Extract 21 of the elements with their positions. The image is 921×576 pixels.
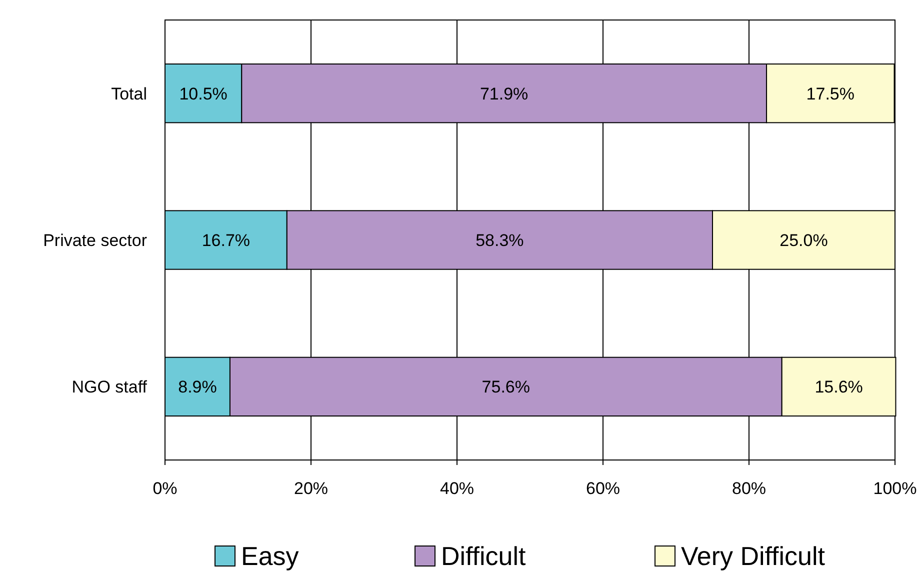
data-label: 71.9% bbox=[480, 84, 528, 104]
x-tick-label: 60% bbox=[586, 479, 620, 498]
data-label: 58.3% bbox=[476, 231, 524, 250]
data-label: 17.5% bbox=[806, 84, 854, 104]
y-tick-label: Private sector bbox=[43, 231, 148, 250]
data-label: 10.5% bbox=[179, 84, 228, 104]
data-label: 8.9% bbox=[178, 378, 217, 397]
y-tick-label: Total bbox=[111, 84, 147, 104]
data-label: 15.6% bbox=[814, 378, 863, 397]
data-label: 75.6% bbox=[482, 378, 530, 397]
x-tick-label: 80% bbox=[732, 479, 766, 498]
legend-label: Easy bbox=[241, 541, 299, 571]
legend-label: Very Difficult bbox=[681, 541, 826, 571]
x-tick-label: 40% bbox=[440, 479, 474, 498]
legend-label: Difficult bbox=[441, 541, 527, 571]
x-tick-label: 20% bbox=[294, 479, 328, 498]
y-tick-label: NGO staff bbox=[72, 378, 148, 397]
data-label: 16.7% bbox=[202, 231, 250, 250]
x-tick-label: 100% bbox=[873, 479, 917, 498]
x-tick-label: 0% bbox=[152, 479, 178, 498]
data-label: 25.0% bbox=[780, 231, 828, 250]
